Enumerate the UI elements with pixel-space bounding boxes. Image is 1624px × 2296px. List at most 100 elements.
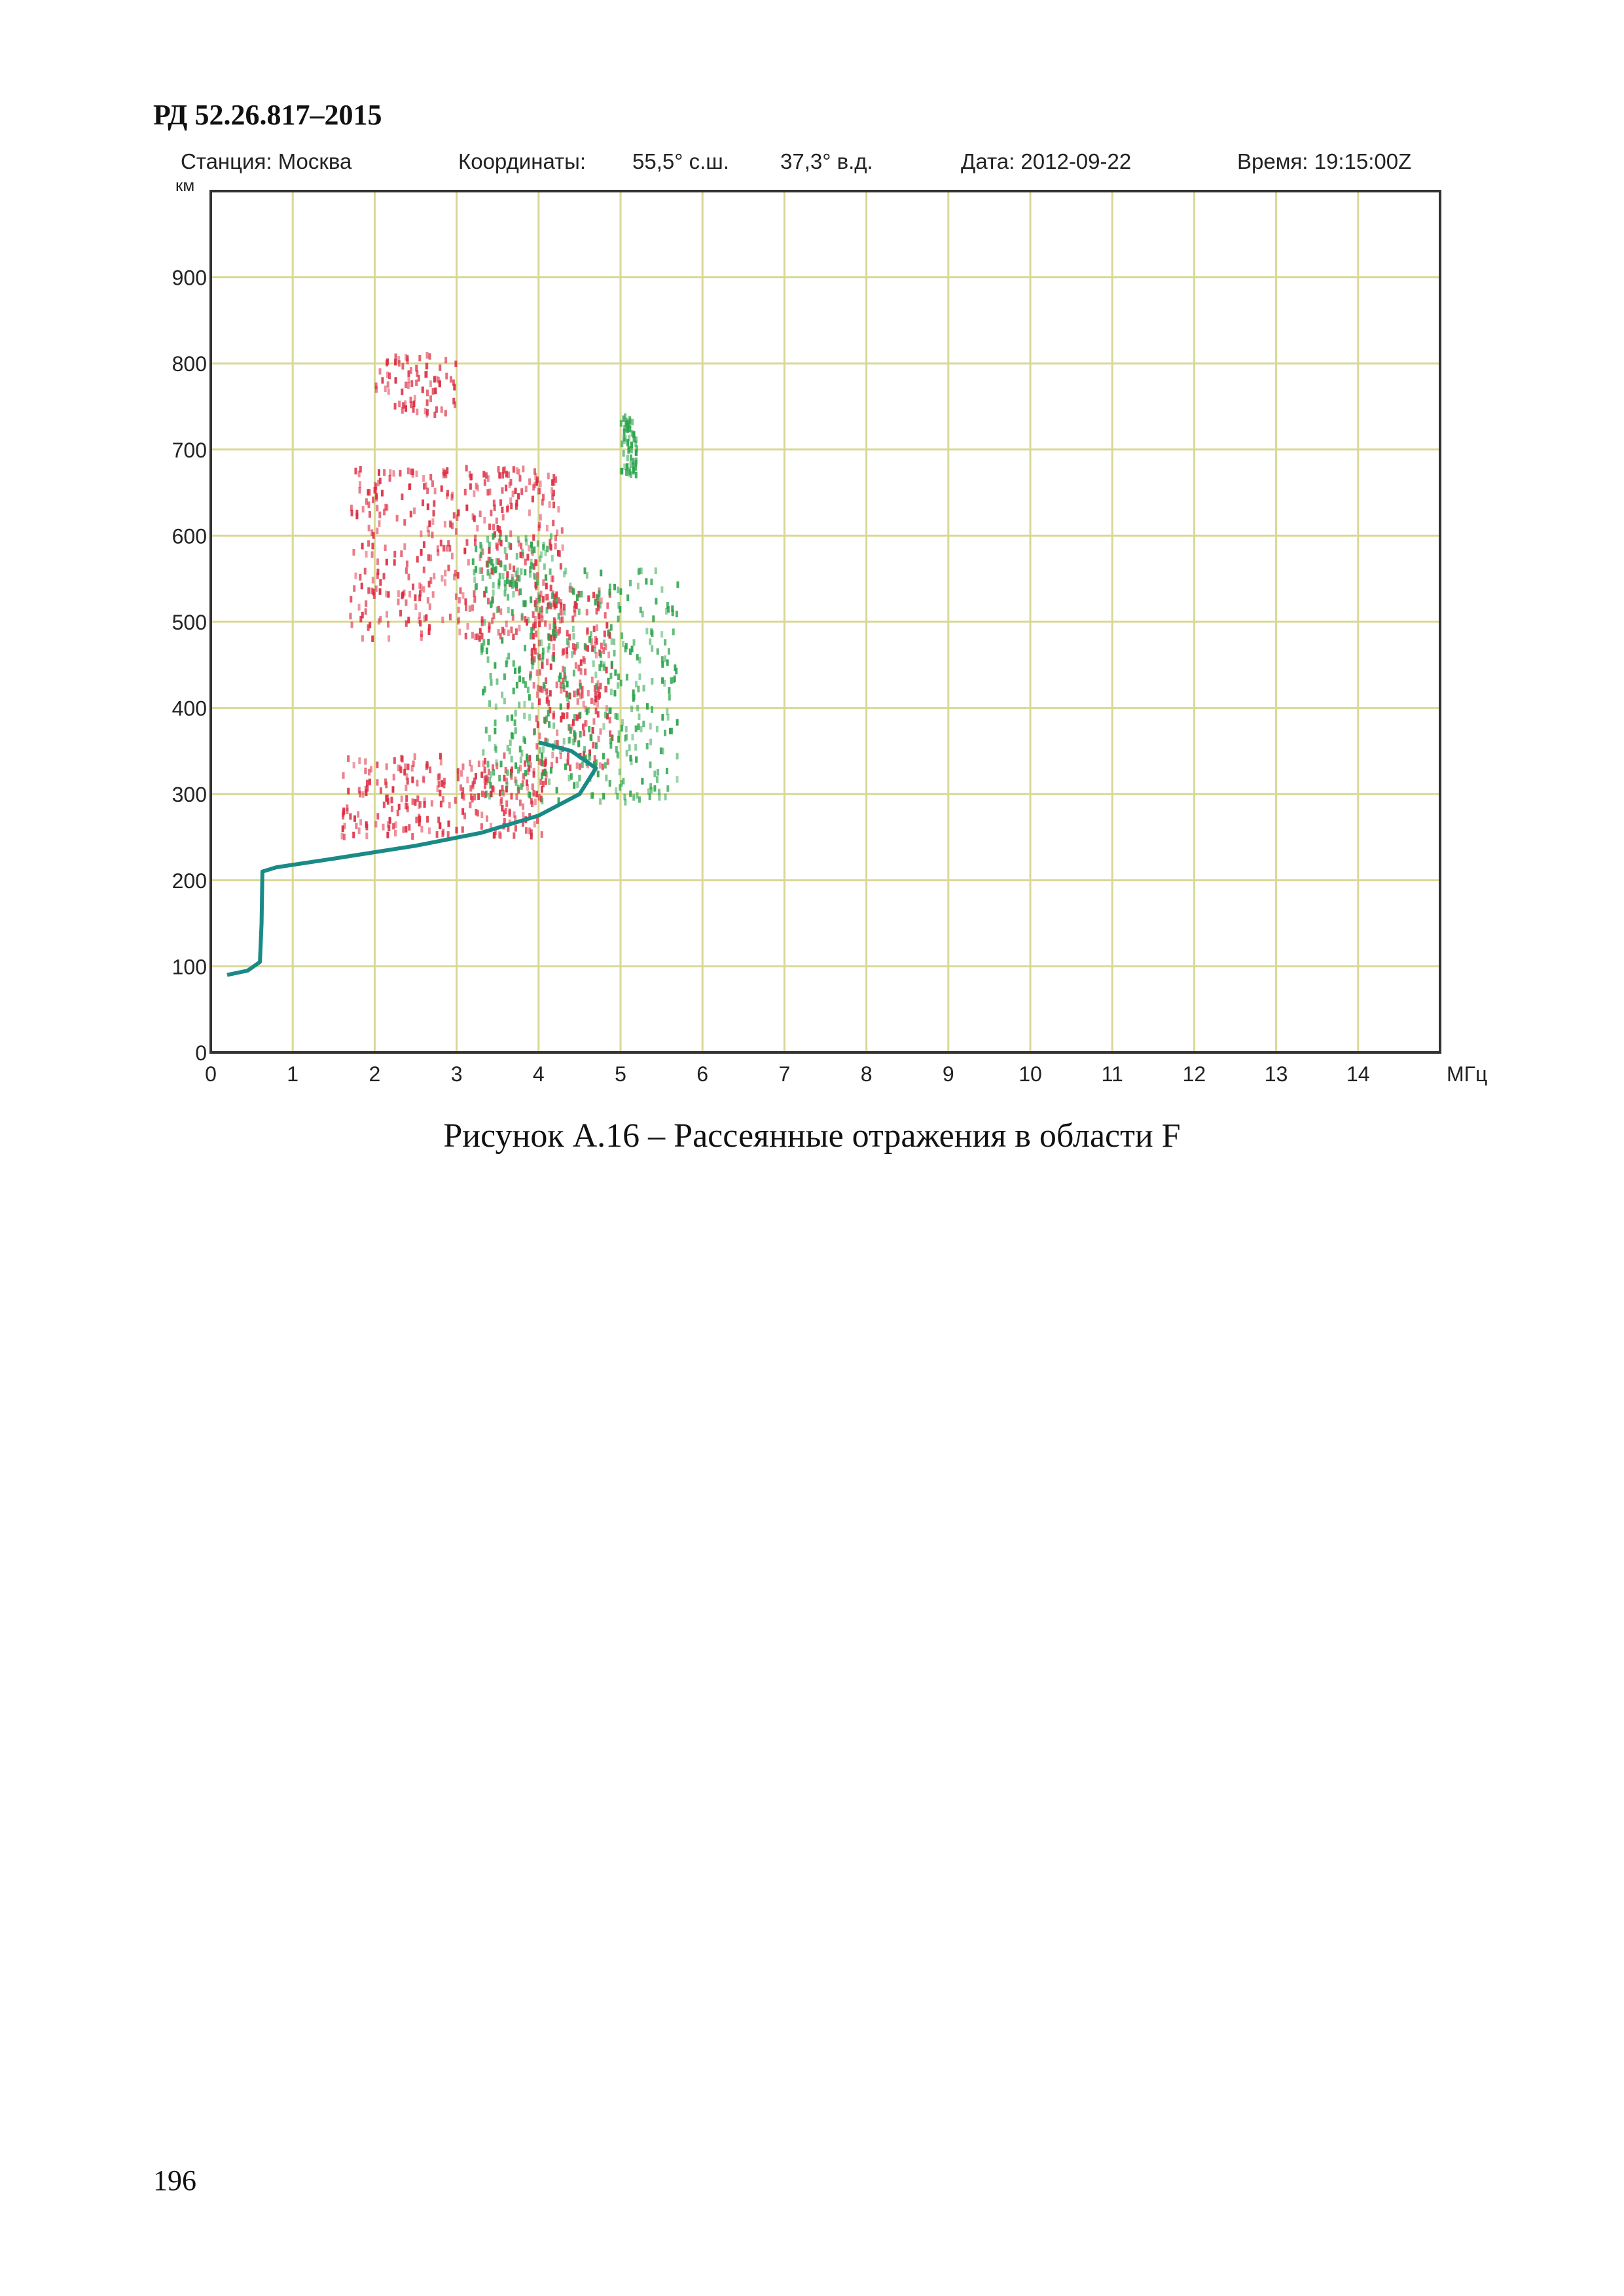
echo-point-x_mode: [519, 757, 522, 764]
echo-point-o_mode: [578, 763, 581, 770]
echo-point-o_mode: [425, 399, 429, 406]
echo-point-o_mode: [423, 483, 426, 490]
echo-point-o_mode: [574, 662, 577, 669]
echo-point-x_mode: [524, 681, 527, 688]
echo-point-o_mode: [374, 487, 377, 494]
echo-point-o_mode: [556, 629, 560, 636]
echo-point-o_mode: [454, 528, 458, 535]
echo-point-o_mode: [501, 472, 505, 479]
echo-point-o_mode: [388, 817, 391, 825]
echo-point-x_mode: [512, 660, 515, 667]
echo-point-x_mode: [608, 707, 611, 714]
echo-point-x_mode: [649, 787, 653, 794]
echo-point-x_mode: [501, 691, 504, 698]
echo-point-o_mode: [443, 521, 446, 528]
echo-point-x_mode: [511, 609, 514, 616]
echo-point-x_mode: [559, 703, 562, 710]
echo-point-o_mode: [517, 540, 520, 547]
echo-point-o_mode: [532, 771, 535, 778]
echo-point-o_mode: [549, 539, 552, 546]
echo-point-o_mode: [588, 749, 592, 757]
echo-point-o_mode: [460, 770, 463, 777]
echo-point-x_mode: [522, 736, 526, 743]
echo-point-x_mode: [651, 677, 654, 685]
echo-point-x_mode: [613, 638, 616, 645]
echo-point-o_mode: [450, 493, 454, 501]
echo-point-o_mode: [593, 685, 596, 692]
echo-point-x_mode: [594, 742, 598, 749]
echo-point-o_mode: [416, 370, 419, 377]
echo-point-o_mode: [549, 663, 552, 670]
echo-point-o_mode: [502, 467, 505, 474]
echo-point-o_mode: [426, 597, 429, 604]
echo-point-x_mode: [610, 638, 613, 645]
echo-point-x_mode: [514, 667, 517, 674]
echo-point-x_mode: [528, 791, 532, 798]
echo-point-x_mode: [629, 579, 632, 586]
echo-point-x_mode: [475, 566, 478, 573]
echo-point-o_mode: [387, 620, 390, 628]
echo-point-x_mode: [539, 747, 542, 754]
echo-point-o_mode: [409, 396, 412, 403]
echo-point-o_mode: [528, 755, 532, 762]
echo-point-x_mode: [587, 706, 590, 713]
echo-point-x_mode: [623, 463, 626, 471]
echo-point-x_mode: [520, 749, 524, 757]
echo-point-x_mode: [541, 759, 544, 766]
echo-point-o_mode: [449, 376, 452, 383]
x-tick-label: 4: [533, 1062, 545, 1086]
echo-point-x_mode: [485, 790, 488, 797]
echo-point-o_mode: [490, 791, 493, 798]
echo-point-x_mode: [637, 568, 640, 575]
echo-point-x_mode: [566, 638, 569, 645]
echo-point-o_mode: [408, 483, 412, 490]
echo-point-x_mode: [657, 768, 660, 776]
echo-point-o_mode: [412, 401, 416, 408]
echo-point-o_mode: [596, 686, 600, 693]
echo-point-x_mode: [650, 579, 653, 586]
echo-point-o_mode: [405, 560, 408, 567]
echo-point-o_mode: [361, 506, 365, 513]
echo-point-o_mode: [505, 620, 508, 628]
echo-point-x_mode: [512, 590, 515, 598]
echo-point-o_mode: [458, 628, 461, 636]
echo-point-x_mode: [483, 686, 486, 693]
echo-point-x_mode: [656, 776, 659, 783]
echo-point-o_mode: [463, 547, 467, 554]
echo-point-x_mode: [608, 588, 611, 596]
x-tick-label: 7: [779, 1062, 791, 1086]
echo-point-o_mode: [488, 626, 491, 633]
echo-point-x_mode: [524, 535, 528, 542]
echo-point-x_mode: [625, 673, 628, 681]
echo-point-o_mode: [486, 489, 490, 496]
echo-point-x_mode: [668, 694, 671, 701]
echo-point-o_mode: [441, 575, 444, 582]
echo-point-o_mode: [361, 611, 364, 619]
echo-point-x_mode: [625, 418, 628, 425]
echo-point-o_mode: [544, 737, 547, 744]
echo-point-o_mode: [501, 487, 504, 494]
echo-point-x_mode: [552, 722, 556, 729]
echo-point-x_mode: [530, 541, 533, 548]
echo-point-o_mode: [384, 386, 387, 393]
echo-point-x_mode: [676, 753, 679, 760]
echo-point-o_mode: [437, 781, 441, 788]
echo-point-o_mode: [422, 586, 425, 593]
echo-point-x_mode: [629, 790, 632, 797]
echo-point-o_mode: [546, 695, 549, 702]
echo-point-x_mode: [519, 588, 522, 596]
echo-point-o_mode: [433, 488, 437, 495]
echo-point-o_mode: [359, 465, 362, 473]
echo-point-x_mode: [475, 545, 478, 552]
echo-point-o_mode: [579, 668, 583, 675]
ionogram-chart: 0 1 2 3 4 5 6 7 8 9 10 11 12 13 14 МГц01002003004005006…: [172, 175, 1488, 1086]
echo-point-o_mode: [403, 519, 406, 526]
echo-point-x_mode: [639, 606, 642, 613]
echo-point-o_mode: [551, 575, 554, 583]
echo-point-o_mode: [581, 692, 584, 699]
echo-point-x_mode: [603, 639, 606, 647]
echo-point-x_mode: [505, 577, 509, 584]
echo-point-x_mode: [514, 779, 518, 786]
echo-point-o_mode: [545, 778, 548, 785]
echo-point-o_mode: [439, 759, 442, 766]
